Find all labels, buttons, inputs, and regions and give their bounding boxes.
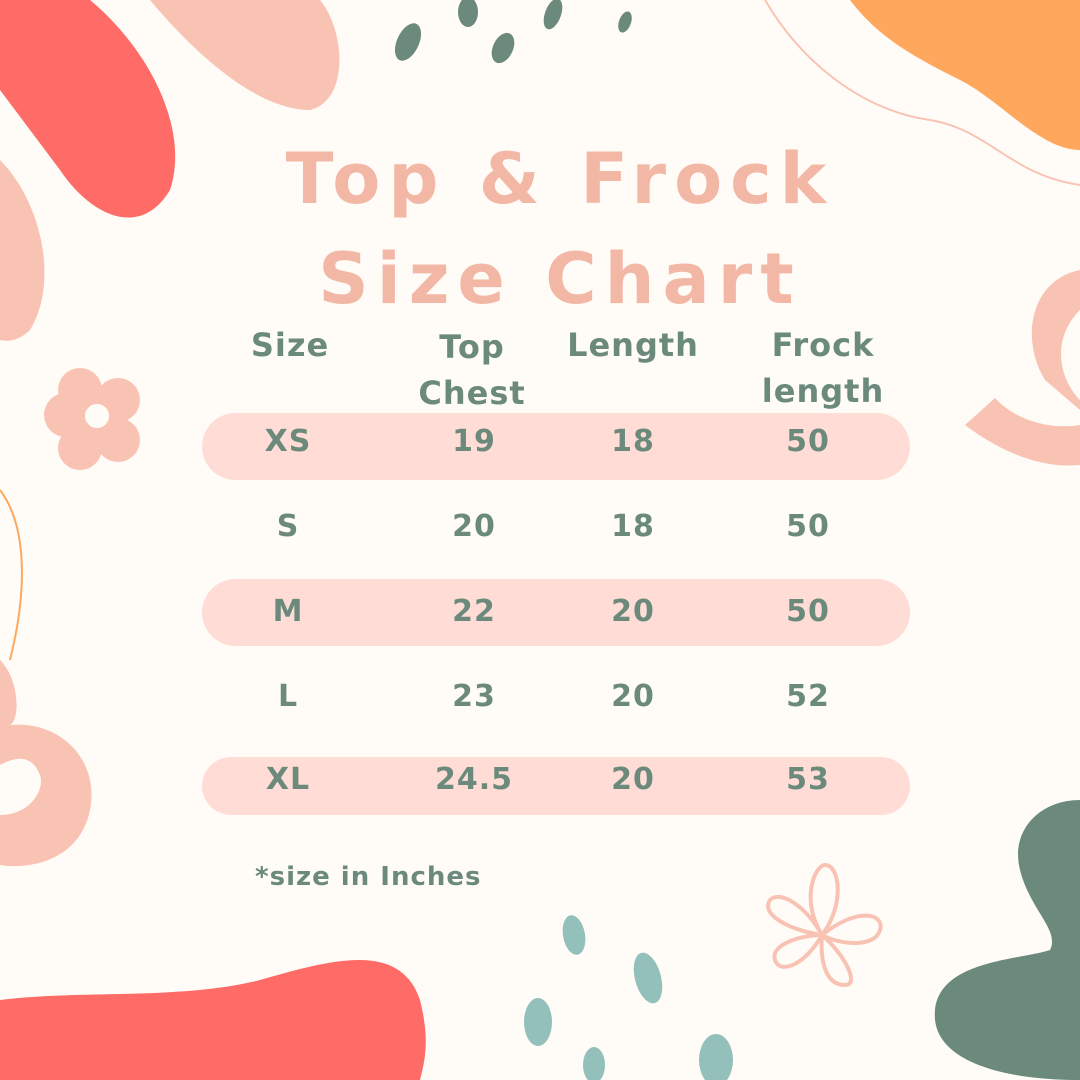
header-top-chest: Top Chest [392,324,552,416]
cell-size: XL [265,762,311,797]
title-line-2: Size Chart [318,238,802,320]
title-line-1: Top & Frock [285,138,835,220]
peach-ring-left [0,660,92,867]
coral-blob-bottom-left [0,960,426,1080]
row-band-m [202,579,910,646]
thin-line-top-right [764,0,1080,186]
cell-top-chest: 19 [452,424,496,459]
cell-size: M [272,594,304,629]
peach-spiral-right [965,270,1080,466]
header-line: Chest [418,374,526,412]
peach-blob-top-left [150,0,340,110]
orange-line-left [0,489,23,661]
units-note: *size in Inches [255,862,482,892]
row-band-xl [202,757,910,815]
cell-length: 18 [611,424,655,459]
cell-size: XS [264,424,312,459]
header-line: Size [250,326,330,364]
outline-flower-icon [766,862,883,988]
cell-length: 18 [611,509,655,544]
cell-size: S [276,509,300,544]
header-size: Size [210,322,370,368]
green-dots-top [394,0,632,64]
row-band-xs [202,413,910,480]
cell-frock-length: 52 [786,679,830,714]
cell-top-chest: 22 [452,594,496,629]
cell-frock-length: 50 [786,509,830,544]
peach-blob-left [0,160,45,341]
header-line: Length [567,326,699,364]
header-line: length [761,372,885,410]
teal-dots-bottom [524,915,733,1080]
cell-frock-length: 53 [786,762,830,797]
header-length: Length [553,322,713,368]
cell-top-chest: 24.5 [434,762,514,797]
cell-top-chest: 23 [452,679,496,714]
cell-top-chest: 20 [452,509,496,544]
cell-length: 20 [611,679,655,714]
cell-frock-length: 50 [786,424,830,459]
coral-petal-top-left [0,0,176,218]
orange-blob-top-right [850,0,1080,150]
cell-size: L [277,679,299,714]
cell-length: 20 [611,594,655,629]
green-blob-bottom-right [934,800,1080,1080]
cell-frock-length: 50 [786,594,830,629]
header-line: Top [439,328,505,366]
header-frock-length: Frock length [733,322,913,414]
flower-icon-left [44,368,140,470]
cell-length: 20 [611,762,655,797]
header-line: Frock [771,326,875,364]
